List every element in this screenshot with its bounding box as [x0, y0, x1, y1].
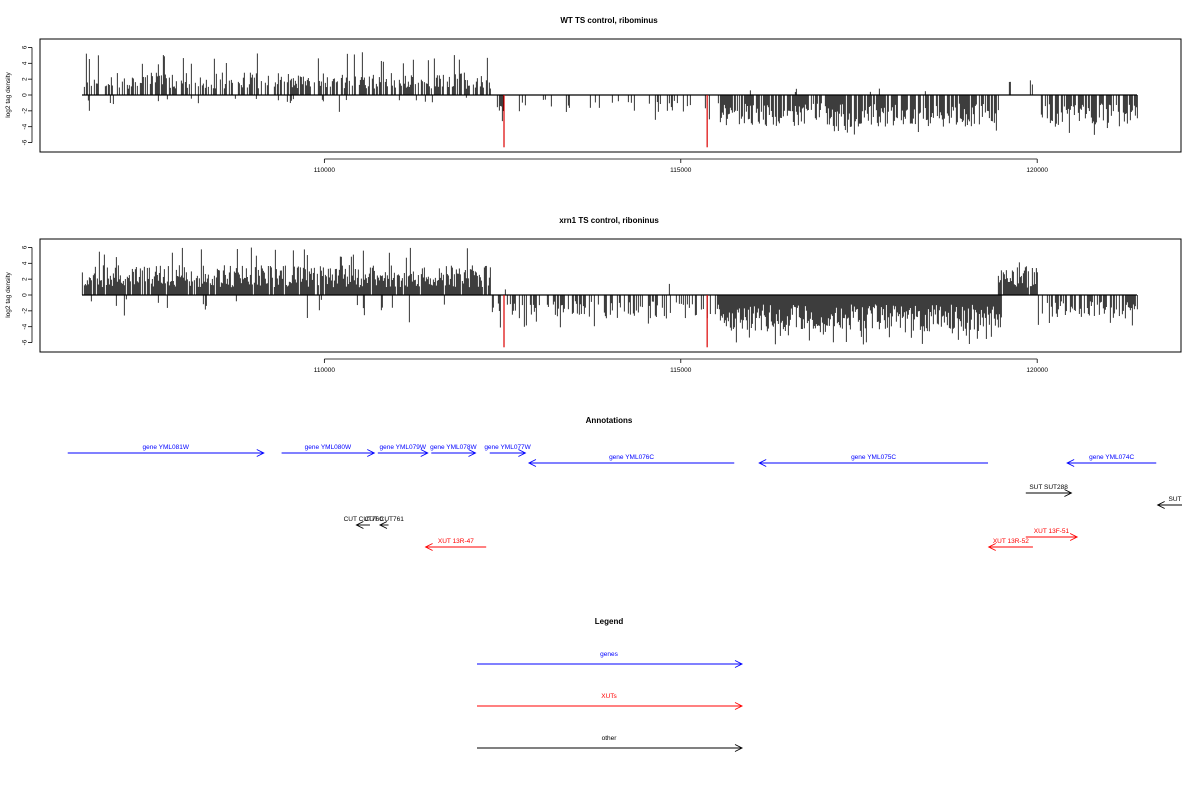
wt-track-frame [39, 38, 1182, 153]
annotation-arrow-head [424, 543, 433, 551]
legend-item-xuts: XUTs [477, 693, 744, 710]
annotation-arrow-head [355, 521, 364, 529]
annotation-label: XUT 13R-47 [438, 538, 474, 545]
legend-panel: Legend genes XUTs other [477, 617, 744, 752]
wt-track-ylabel: log2 tag density [5, 71, 12, 117]
y-tick-label: -6 [22, 339, 29, 345]
annotation-label: gene YML078W [430, 444, 477, 451]
annotation-gene: gene YML074C [1066, 454, 1157, 467]
y-tick-label: 0 [22, 93, 29, 97]
legend-title: Legend [595, 617, 624, 626]
x-tick-label: 120000 [1026, 367, 1048, 374]
annotation-arrow-head [1064, 489, 1073, 497]
legend-item-genes: genes [477, 651, 744, 668]
annotation-arrow-head [987, 543, 996, 551]
annotation-arrow-head [1156, 501, 1165, 509]
y-tick-label: 2 [22, 277, 29, 281]
x-tick-label: 110000 [314, 167, 336, 174]
annotation-arrow-head [758, 459, 767, 467]
legend-items: genes XUTs other [477, 651, 744, 752]
annotation-gene: gene YML076C [527, 454, 735, 467]
y-tick-label: 6 [22, 245, 29, 249]
x-tick-label: 115000 [670, 367, 692, 374]
annotation-label: gene YML076C [609, 454, 654, 461]
annotation-arrow-head [256, 449, 265, 457]
annotation-label: gene YML079W [380, 444, 427, 451]
annotation-arrow-head [468, 449, 477, 457]
x-tick-label: 120000 [1026, 167, 1048, 174]
annotation-gene: gene YML077W [484, 444, 532, 457]
annotation-label: gene YML075C [851, 454, 896, 461]
annotation-other: CUT CUT760 [344, 516, 384, 529]
annotation-label: gene YML080W [305, 444, 352, 451]
annotation-gene: gene YML078W [430, 444, 477, 457]
x-tick-label: 115000 [670, 167, 692, 174]
y-tick-label: 4 [22, 61, 29, 65]
legend-arrow-head [734, 660, 744, 668]
annotation-label: XUT 13R-52 [993, 538, 1029, 545]
annotation-arrow-head [527, 459, 537, 467]
y-tick-label: -6 [22, 139, 29, 145]
annotation-gene: gene YML079W [377, 444, 429, 457]
annotation-arrow-head [1066, 459, 1075, 467]
xrn1-track-title: xrn1 TS control, riboninus [559, 216, 659, 225]
annotation-label: gene YML081W [143, 444, 190, 451]
wt-track-x-axis: 110000 115000 120000 [314, 158, 1048, 174]
annotation-label: gene YML074C [1089, 454, 1134, 461]
x-tick-label: 110000 [314, 367, 336, 374]
wt-track-y-axis: -6 -4 -2 0 2 4 6 [22, 45, 33, 145]
annotation-gene: gene YML081W [67, 444, 265, 457]
xrn1-track-bars [81, 247, 1138, 348]
xrn1-track-frame [39, 238, 1182, 353]
legend-item-other: other [477, 735, 744, 752]
legend-label: other [602, 735, 618, 742]
annotation-label: SUT SUT288 [1029, 484, 1068, 491]
annotation-arrow-head [420, 449, 429, 457]
annotation-features: gene YML081W gene YML080W gene YML079W gene… [67, 444, 1182, 551]
annotation-other: SUT [1156, 496, 1182, 509]
y-tick-label: -4 [22, 323, 29, 329]
annotation-other: SUT SUT288 [1025, 484, 1073, 497]
xrn1-track-ylabel: log2 tag density [5, 271, 12, 317]
wt-track-bars [82, 52, 1138, 148]
y-tick-label: -2 [22, 108, 29, 114]
legend-label: genes [600, 651, 618, 658]
annotation-arrow-head [1069, 533, 1079, 541]
annotation-label: XUT 13F-51 [1034, 528, 1070, 535]
xrn1-track-x-axis: 110000 115000 120000 [314, 358, 1048, 374]
legend-arrow-head [734, 702, 744, 710]
annotation-label: SUT [1169, 496, 1182, 503]
annotation-label: CUT CUT760 [344, 516, 384, 523]
annotation-xut: XUT 13R-47 [424, 538, 487, 551]
y-tick-label: -2 [22, 308, 29, 314]
xrn1-track-panel: xrn1 TS control, riboninus log2 tag dens… [5, 216, 1182, 374]
y-tick-label: -4 [22, 123, 29, 129]
legend-label: XUTs [601, 693, 617, 700]
y-tick-label: 0 [22, 293, 29, 297]
annotation-label: gene YML077W [484, 444, 531, 451]
y-tick-label: 2 [22, 77, 29, 81]
xrn1-track-y-axis: -6 -4 -2 0 2 4 6 [22, 245, 33, 345]
annotation-arrow-head [378, 521, 388, 529]
y-tick-label: 4 [22, 261, 29, 265]
wt-track-panel: WT TS control, ribominus log2 tag densit… [5, 16, 1182, 174]
y-tick-label: 6 [22, 45, 29, 49]
annotation-xut: XUT 13F-51 [1025, 528, 1079, 541]
annotation-xut: XUT 13R-52 [987, 538, 1033, 551]
annotation-arrow-head [367, 449, 376, 457]
annotation-arrow-head [518, 449, 527, 457]
annotations-title: Annotations [586, 416, 633, 425]
annotations-panel: Annotations gene YML081W gene YML080W gene… [67, 416, 1182, 551]
annotation-other: CUT CUT761 [365, 516, 405, 529]
annotation-label: CUT CUT761 [365, 516, 405, 523]
annotation-gene: gene YML080W [281, 444, 376, 457]
wt-track-title: WT TS control, ribominus [560, 16, 658, 25]
annotation-gene: gene YML075C [758, 454, 989, 467]
legend-arrow-head [734, 744, 744, 752]
